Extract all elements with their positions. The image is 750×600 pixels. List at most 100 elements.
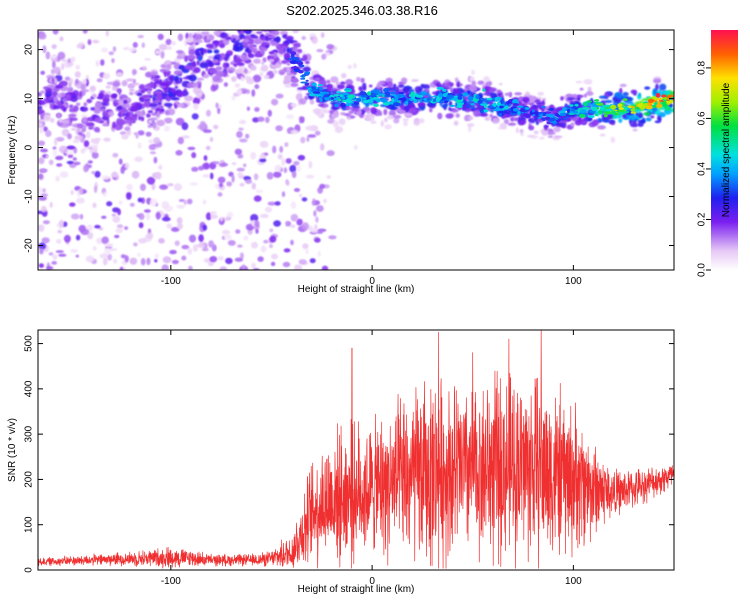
spectrogram-cell bbox=[294, 264, 303, 270]
spectrogram-cell bbox=[80, 148, 86, 154]
spectrogram-cell bbox=[188, 234, 197, 243]
spectrogram-cell bbox=[567, 117, 572, 122]
spectrogram-cell bbox=[52, 105, 61, 110]
spectrogram-cell bbox=[42, 188, 46, 193]
spectrogram-cell bbox=[314, 224, 318, 231]
spectrogram-cell bbox=[547, 135, 554, 139]
spectrogram-cell bbox=[64, 76, 71, 82]
spectrogram-cell bbox=[213, 49, 220, 54]
spectrogram-cell bbox=[197, 91, 203, 98]
spectrogram-cell bbox=[48, 159, 54, 165]
colorbar: 0.0 0.2 0.4 0.6 0.8 Normalized spectral ampl… bbox=[697, 30, 738, 277]
snr-y-axis-title: SNR (10 * v/v) bbox=[7, 418, 18, 482]
spectrogram-cell bbox=[70, 213, 80, 220]
spectrogram-cell bbox=[164, 117, 173, 124]
spectrogram-cell bbox=[136, 92, 143, 97]
spectrogram-peak-cell bbox=[308, 93, 315, 97]
spectrogram-peak-cell bbox=[594, 101, 602, 104]
spectrogram-cell bbox=[106, 81, 114, 85]
spectrogram-cell bbox=[75, 254, 80, 258]
spectrogram-peak-cell bbox=[366, 91, 372, 96]
spectrogram-cell bbox=[261, 61, 265, 65]
spectrogram-cell bbox=[203, 129, 212, 134]
spectrogram-cell bbox=[105, 85, 111, 89]
spectrogram-cell bbox=[358, 86, 364, 91]
spectrogram-cell bbox=[252, 74, 262, 83]
spectrogram-cell bbox=[212, 211, 217, 215]
spectrogram-cell bbox=[174, 240, 180, 246]
spectrogram-cell bbox=[189, 182, 198, 186]
spectrogram-cell bbox=[519, 129, 524, 134]
spectrogram-cell bbox=[341, 73, 347, 79]
spectrogram-cell bbox=[583, 93, 588, 98]
spectrogram-cell bbox=[61, 119, 70, 125]
spectrogram-cell bbox=[301, 222, 310, 231]
spectrogram-cell bbox=[566, 97, 576, 101]
spectrogram-cell bbox=[140, 183, 146, 191]
spectrogram-cell bbox=[143, 101, 151, 106]
spectrogram-x-tick-label: -100 bbox=[161, 276, 181, 287]
spectrogram-cell bbox=[297, 48, 303, 54]
spectrogram-cell bbox=[59, 171, 69, 178]
spectrogram-cell bbox=[52, 254, 58, 260]
spectrogram-cell bbox=[91, 93, 97, 99]
spectrogram-peak-cell bbox=[426, 98, 433, 101]
spectrogram-cell bbox=[175, 150, 183, 156]
spectrogram-cell bbox=[187, 248, 193, 255]
spectrogram-cell bbox=[103, 94, 110, 99]
spectrogram-cell bbox=[345, 79, 354, 86]
spectrogram-cell bbox=[226, 211, 234, 218]
spectrogram-peak-cell bbox=[456, 102, 464, 106]
spectrogram-cell bbox=[92, 39, 100, 44]
spectrogram-cell bbox=[402, 87, 410, 94]
spectrogram-cell bbox=[393, 114, 402, 119]
spectrogram-cell bbox=[200, 48, 204, 56]
spectrogram-cell bbox=[518, 97, 523, 102]
spectrogram-cell bbox=[301, 36, 306, 40]
spectrogram-cell bbox=[279, 22, 284, 27]
spectrogram-cell bbox=[461, 104, 469, 109]
spectrogram-cell bbox=[362, 82, 367, 90]
spectrogram-cell bbox=[96, 237, 104, 245]
spectrogram-cell bbox=[497, 92, 502, 98]
spectrogram-cell bbox=[598, 95, 608, 99]
spectrogram-cell bbox=[161, 201, 170, 209]
spectrogram-cell bbox=[149, 81, 155, 88]
spectrogram-cell bbox=[331, 90, 336, 95]
spectrogram-peak-cell bbox=[599, 102, 604, 106]
spectrogram-peak-cell bbox=[544, 111, 552, 114]
spectrogram-peak-cell bbox=[385, 91, 391, 97]
spectrogram-cell bbox=[211, 161, 220, 165]
spectrogram-cell bbox=[272, 19, 279, 26]
spectrogram-cell bbox=[93, 146, 98, 154]
spectrogram-cell bbox=[212, 40, 221, 45]
spectrogram-cell bbox=[163, 71, 167, 78]
spectrogram-cell bbox=[314, 130, 321, 136]
spectrogram-cell bbox=[558, 120, 568, 124]
spectrogram-peak-cell bbox=[516, 105, 523, 108]
spectrogram-cell bbox=[259, 213, 269, 219]
spectrogram-cell bbox=[134, 156, 143, 163]
spectrogram-cell bbox=[75, 234, 81, 241]
spectrogram-cell bbox=[38, 157, 45, 165]
spectrogram-cell bbox=[240, 54, 248, 61]
spectrogram-cell bbox=[126, 183, 133, 191]
spectrogram-cell bbox=[577, 94, 584, 98]
spectrogram-cell bbox=[144, 58, 152, 61]
spectrogram-peak-cell bbox=[493, 108, 498, 112]
spectrogram-cell bbox=[80, 106, 85, 111]
spectrogram-cell bbox=[129, 202, 135, 207]
spectrogram-cell bbox=[169, 87, 177, 92]
spectrogram-cell bbox=[145, 212, 151, 221]
spectrogram-cell bbox=[224, 56, 229, 62]
spectrogram-cell bbox=[317, 103, 325, 107]
spectrogram-cell bbox=[587, 86, 592, 93]
spectrogram-cell bbox=[51, 77, 55, 85]
spectrogram-cell bbox=[289, 164, 297, 173]
spectrogram-cell bbox=[93, 138, 100, 145]
spectrogram-cell bbox=[80, 84, 87, 91]
spectrogram-cell bbox=[618, 118, 623, 123]
colorbar-tick-label: 0.0 bbox=[697, 263, 708, 277]
spectrogram-cell bbox=[245, 23, 250, 27]
spectrogram-cell bbox=[480, 113, 488, 117]
